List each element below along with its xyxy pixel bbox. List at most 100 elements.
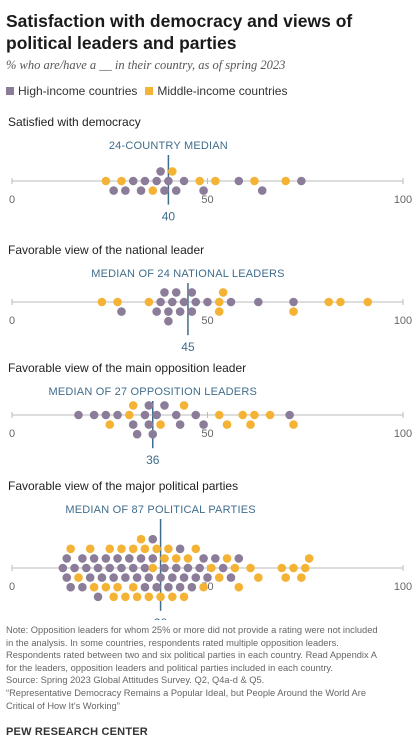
dot-high-income: [187, 288, 197, 297]
dot-middle-income: [101, 176, 111, 186]
dot-high-income: [171, 563, 181, 573]
dot-middle-income: [211, 176, 220, 186]
dot-high-income: [179, 573, 189, 582]
dot-middle-income: [74, 573, 83, 582]
dot-middle-income: [156, 420, 165, 429]
dot-high-income: [62, 573, 72, 582]
dot-high-income: [199, 186, 208, 195]
dot-high-income: [62, 554, 72, 563]
dot-middle-income: [148, 186, 158, 195]
dot-middle-income: [218, 288, 228, 297]
dot-high-income: [152, 582, 161, 592]
panel-3-tick-label: 100: [394, 428, 412, 440]
dot-high-income: [171, 410, 181, 420]
dot-middle-income: [199, 582, 208, 592]
dot-high-income: [175, 544, 185, 554]
dot-high-income: [164, 307, 173, 316]
dot-high-income: [78, 554, 87, 563]
dot-high-income: [58, 563, 68, 573]
dot-middle-income: [281, 176, 291, 186]
dot-high-income: [152, 410, 161, 420]
panel-1-median-value: 40: [162, 210, 176, 224]
panel-1-tick-label: 50: [201, 194, 213, 206]
legend-label-middle-income: Middle-income countries: [157, 84, 288, 98]
dot-middle-income: [168, 592, 177, 602]
dot-middle-income: [171, 554, 181, 563]
dot-middle-income: [132, 592, 142, 602]
dot-high-income: [140, 582, 150, 592]
dot-high-income: [66, 582, 75, 592]
panel-3-median-label: MEDIAN OF 27 OPPOSITION LEADERS: [48, 386, 257, 398]
dot-middle-income: [113, 582, 122, 592]
dot-high-income: [140, 176, 150, 186]
legend-swatch-middle-income: [145, 87, 154, 95]
dot-high-income: [234, 554, 244, 563]
dot-high-income: [171, 186, 181, 195]
dot-high-income: [203, 573, 212, 582]
dot-high-income: [140, 410, 150, 420]
dot-middle-income: [105, 420, 115, 429]
dot-middle-income: [363, 297, 373, 307]
dot-middle-income: [168, 167, 177, 176]
dot-high-income: [257, 186, 267, 195]
dot-high-income: [152, 307, 161, 316]
dot-high-income: [93, 563, 103, 573]
panel-3-median-value: 36: [146, 453, 160, 467]
dot-middle-income: [85, 544, 95, 554]
dot-high-income: [121, 186, 130, 195]
dot-high-income: [144, 401, 154, 410]
dot-high-income: [128, 420, 138, 429]
panel-1-tick-label: 100: [394, 194, 412, 206]
dot-middle-income: [214, 410, 224, 420]
dot-high-income: [160, 288, 169, 297]
panel-2-title: Favorable view of the national leader: [8, 243, 204, 257]
legend-swatch-high-income: [6, 87, 14, 95]
panel-1-tick-label: 0: [9, 194, 15, 206]
dot-middle-income: [277, 563, 287, 573]
dot-high-income: [93, 592, 103, 602]
dot-middle-income: [125, 410, 134, 420]
panel-4-title: Favorable view of the major political pa…: [8, 479, 238, 493]
dot-middle-income: [144, 297, 154, 307]
dot-middle-income: [230, 563, 240, 573]
dot-middle-income: [66, 544, 75, 554]
dot-middle-income: [214, 307, 224, 316]
dot-high-income: [125, 554, 134, 563]
dot-middle-income: [179, 592, 189, 602]
dot-high-income: [179, 297, 189, 307]
dot-middle-income: [101, 582, 111, 592]
dot-middle-income: [265, 410, 275, 420]
dot-middle-income: [289, 307, 298, 316]
dot-plot-chart: Satisfied with democracy 24-COUNTRY MEDIA…: [8, 115, 412, 620]
dot-high-income: [164, 176, 173, 186]
dot-high-income: [191, 410, 201, 420]
dot-high-income: [113, 554, 122, 563]
dot-high-income: [187, 307, 197, 316]
dot-high-income: [109, 573, 118, 582]
note-line: “Representative Democracy Remains a Popu…: [6, 687, 367, 698]
dot-middle-income: [144, 592, 154, 602]
dot-middle-income: [250, 176, 259, 186]
chart-subtitle: % who are/have a __ in their country, as…: [6, 58, 286, 72]
dot-high-income: [234, 176, 244, 186]
dot-middle-income: [238, 410, 247, 420]
dot-high-income: [175, 420, 185, 429]
dot-high-income: [168, 573, 177, 582]
dot-middle-income: [214, 297, 224, 307]
dot-high-income: [191, 573, 201, 582]
dot-high-income: [211, 554, 220, 563]
dot-high-income: [164, 316, 173, 326]
dot-middle-income: [195, 176, 204, 186]
dot-high-income: [148, 554, 158, 563]
note-line: Respondents rated between two and six po…: [6, 650, 377, 661]
panel-4-median-label: MEDIAN OF 87 POLITICAL PARTIES: [65, 504, 255, 516]
dot-middle-income: [152, 544, 161, 554]
panel-2-tick-label: 100: [394, 315, 412, 327]
dot-high-income: [195, 563, 204, 573]
dot-middle-income: [246, 420, 255, 429]
footer-org: PEW RESEARCH CENTER: [6, 726, 148, 738]
dot-middle-income: [304, 554, 314, 563]
dot-middle-income: [297, 573, 306, 582]
note-line: in the analysis. In some countries, resp…: [6, 637, 339, 648]
panel-4-tick-label: 100: [394, 581, 412, 593]
